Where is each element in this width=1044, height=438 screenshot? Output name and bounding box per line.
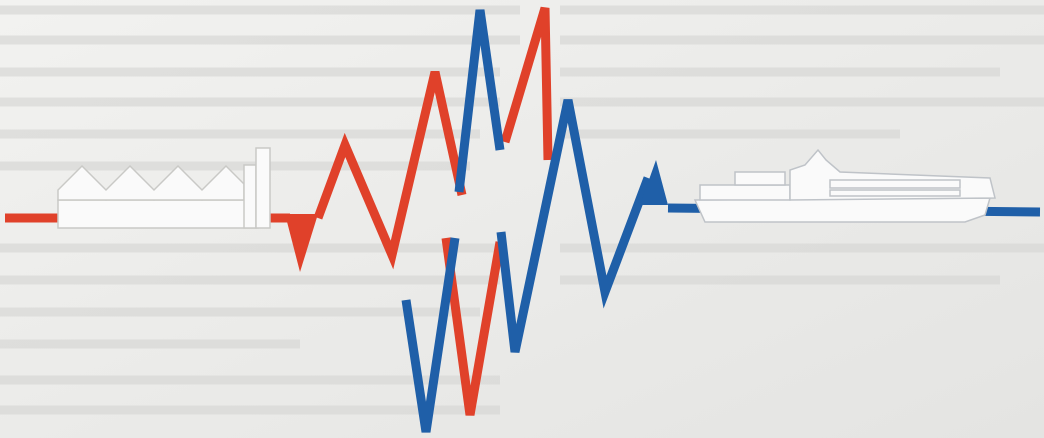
factory bbox=[57, 147, 271, 229]
red-triangle bbox=[285, 214, 318, 272]
blue-triangle bbox=[640, 160, 668, 205]
ship bbox=[693, 148, 996, 223]
faint-text bbox=[0, 5, 1044, 415]
